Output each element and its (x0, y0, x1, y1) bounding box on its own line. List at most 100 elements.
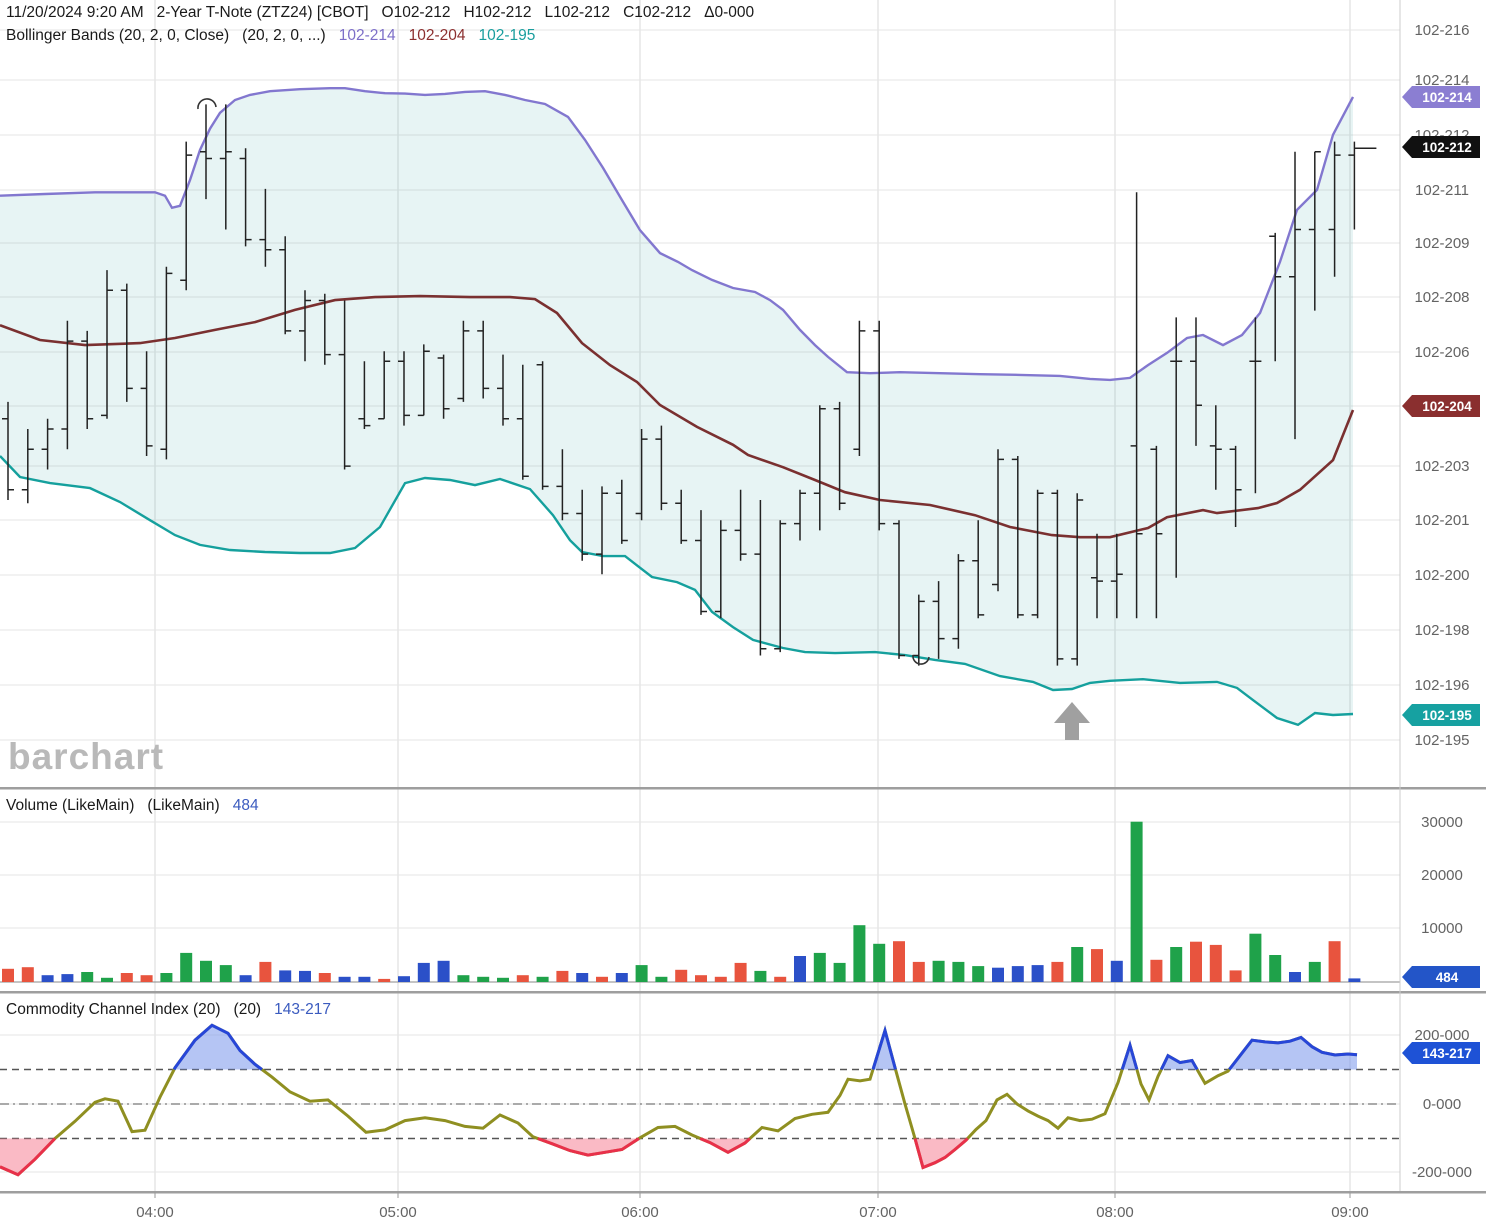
ohlc-bar (200, 104, 212, 200)
volume-bar (1011, 966, 1024, 982)
arc-annotation-icon (197, 98, 217, 110)
volume-bar (101, 977, 113, 982)
volume-bar (774, 976, 787, 982)
ohlc-bar (239, 148, 252, 247)
volume-bar (1289, 972, 1301, 982)
time-axis-label[interactable]: 05:00 (379, 1204, 417, 1221)
axis-badge-102-214[interactable] (1402, 86, 1480, 108)
cci-oversold-line (537, 1137, 640, 1157)
volume-bar (140, 975, 153, 982)
volume-bar (734, 962, 747, 982)
volume-axis-label[interactable]: 10000 (1421, 920, 1463, 937)
ohlc-bar (457, 320, 470, 402)
time-axis-label[interactable]: 04:00 (136, 1204, 174, 1221)
ohlc-bar (794, 489, 806, 541)
time-axis-label[interactable]: 06:00 (621, 1204, 659, 1221)
quote-open: O102-212 (381, 4, 451, 21)
volume-bar (754, 970, 767, 982)
volume-label[interactable]: Volume (LikeMain) (6, 797, 135, 814)
price-axis-label[interactable]: 102-208 (1414, 289, 1469, 306)
volume-bar (120, 973, 133, 982)
axis-badge-102-195[interactable] (1402, 704, 1480, 726)
quote-datetime: 11/20/2024 9:20 AM (6, 4, 144, 21)
price-axis-label[interactable]: 102-200 (1414, 567, 1469, 584)
up-arrow-icon (1054, 702, 1090, 740)
ohlc-bar (1269, 232, 1282, 362)
axis-badge-484[interactable] (1402, 966, 1480, 988)
volume-bar (952, 961, 965, 982)
ohlc-bar (1150, 445, 1163, 619)
cci-oversold-fill (700, 1138, 750, 1153)
ohlc-bar (417, 344, 430, 417)
ohlc-bar (318, 293, 331, 365)
cci-axis-label[interactable]: 0-000 (1423, 1096, 1461, 1113)
volume-bar (695, 975, 707, 982)
volume-bar (1328, 941, 1341, 982)
price-axis-label[interactable]: 102-216 (1414, 22, 1469, 39)
volume-bar (1269, 955, 1282, 982)
ohlc-bar (1130, 192, 1143, 619)
hook-annotation-icon (912, 654, 930, 665)
cci-label[interactable]: Commodity Channel Index (20) (6, 1001, 221, 1018)
cci-axis-label[interactable]: 200-000 (1414, 1027, 1469, 1044)
time-axis-label[interactable]: 09:00 (1331, 1204, 1369, 1221)
price-axis-label[interactable]: 102-196 (1414, 677, 1469, 694)
ohlc-bar (992, 449, 1004, 592)
volume-axis-label[interactable]: 30000 (1421, 814, 1463, 831)
bollinger-params[interactable]: (20, 2, 0, ...) (242, 27, 326, 44)
volume-bar (1110, 960, 1123, 982)
cci-oversold-line (913, 1137, 969, 1170)
ohlc-bar (497, 354, 509, 426)
volume-params[interactable]: (LikeMain) (147, 797, 220, 814)
study-header-volume[interactable]: Volume (LikeMain) (LikeMain) 484 (6, 797, 259, 815)
ohlc-bar (675, 489, 688, 544)
ohlc-bar (338, 300, 351, 470)
volume-bar (893, 941, 905, 982)
volume-bar (61, 974, 74, 982)
time-axis-label[interactable]: 07:00 (859, 1204, 897, 1221)
ohlc-bar (655, 425, 668, 511)
volume-bar (1051, 961, 1064, 982)
price-axis-label[interactable]: 102-211 (1415, 182, 1469, 199)
quote-high: H102-212 (463, 4, 532, 21)
volume-bar (635, 965, 648, 982)
price-axis-label[interactable]: 102-198 (1414, 622, 1469, 639)
ohlc-bar (358, 361, 371, 429)
volume-value: 484 (232, 797, 259, 814)
study-header-bollinger[interactable]: Bollinger Bands (20, 2, 0, Close) (20, 2… (6, 27, 535, 45)
bollinger-lower-value: 102-195 (478, 27, 536, 44)
price-axis-label[interactable]: 102-203 (1414, 458, 1469, 475)
axis-badge-label: 102-195 (1422, 708, 1472, 723)
cci-params[interactable]: (20) (233, 1001, 262, 1018)
ohlc-bar (774, 520, 787, 653)
cci-overbought-line (1228, 1035, 1358, 1071)
axis-badge-143-217[interactable] (1402, 1042, 1480, 1064)
price-axis-label[interactable]: 102-209 (1414, 235, 1469, 252)
volume-bar (853, 925, 866, 982)
cci-overbought-line (871, 1025, 897, 1070)
price-axis-label[interactable]: 102-214 (1414, 72, 1469, 89)
study-header-cci[interactable]: Commodity Channel Index (20) (20) 143-21… (6, 1001, 331, 1019)
ohlc-bar (477, 320, 490, 399)
quote-close: C102-212 (623, 4, 692, 21)
ohlc-bar (21, 429, 34, 504)
ohlc-bar (873, 320, 886, 531)
axis-badge-label: 102-204 (1422, 399, 1472, 414)
price-axis-label[interactable]: 102-201 (1414, 512, 1469, 529)
volume-axis-label[interactable]: 20000 (1421, 867, 1463, 884)
volume-bar (437, 960, 450, 982)
volume-bar (655, 976, 668, 982)
bollinger-label[interactable]: Bollinger Bands (20, 2, 0, Close) (6, 27, 230, 44)
price-axis-label[interactable]: 102-206 (1414, 344, 1469, 361)
bollinger-fill (0, 88, 1353, 725)
ohlc-bar (81, 330, 94, 429)
time-axis-label[interactable]: 08:00 (1096, 1204, 1134, 1221)
axis-badge-102-212[interactable] (1402, 136, 1480, 158)
price-axis-label[interactable]: 102-195 (1414, 732, 1469, 749)
axis-badge-102-204[interactable] (1402, 395, 1480, 417)
axis-badge-label: 143-217 (1422, 1046, 1472, 1061)
cci-axis-label[interactable]: -200-000 (1412, 1164, 1472, 1181)
volume-bar (81, 972, 94, 982)
volume-bar (338, 976, 351, 982)
